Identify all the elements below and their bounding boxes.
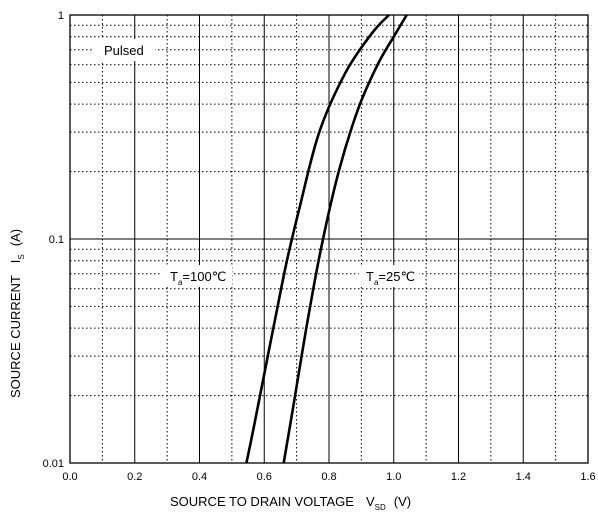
ta100-label: Ta=100℃	[170, 269, 226, 287]
grid-lines	[70, 15, 588, 463]
y-tick-label: 0.01	[43, 458, 64, 470]
x-tick-label: 1.4	[516, 471, 531, 483]
x-axis-title: SOURCE TO DRAIN VOLTAGE VSD (V)	[170, 494, 411, 512]
y-axis-title: SOURCE CURRENTIS(A)	[8, 229, 26, 398]
series-line-ta100	[245, 14, 390, 464]
pulsed-label: Pulsed	[104, 43, 144, 58]
x-tick-label: 0.6	[257, 471, 272, 483]
x-tick-label: 1.2	[451, 471, 466, 483]
tick-labels: 0.0 0.2 0.4 0.6 0.8 1.0 1.2 1.4 1.6 0.01 0.1 1	[43, 10, 596, 483]
y-tick-label: 1	[58, 10, 64, 22]
x-tick-label: 0.8	[321, 471, 336, 483]
x-tick-label: 1.6	[580, 471, 595, 483]
y-tick-label: 0.1	[49, 234, 64, 246]
ta100-label-bg	[162, 265, 232, 287]
x-tick-label: 1.0	[386, 471, 401, 483]
pulsed-label-bg	[93, 39, 155, 61]
x-tick-label: 0.2	[127, 471, 142, 483]
x-tick-label: 0.4	[192, 471, 207, 483]
series-line-ta25	[282, 14, 408, 464]
ta25-label-bg	[359, 265, 419, 287]
x-tick-label: 0.0	[62, 471, 77, 483]
plot-frame	[69, 14, 589, 464]
ta25-label: Ta=25℃	[366, 269, 415, 287]
series-group	[245, 14, 408, 464]
